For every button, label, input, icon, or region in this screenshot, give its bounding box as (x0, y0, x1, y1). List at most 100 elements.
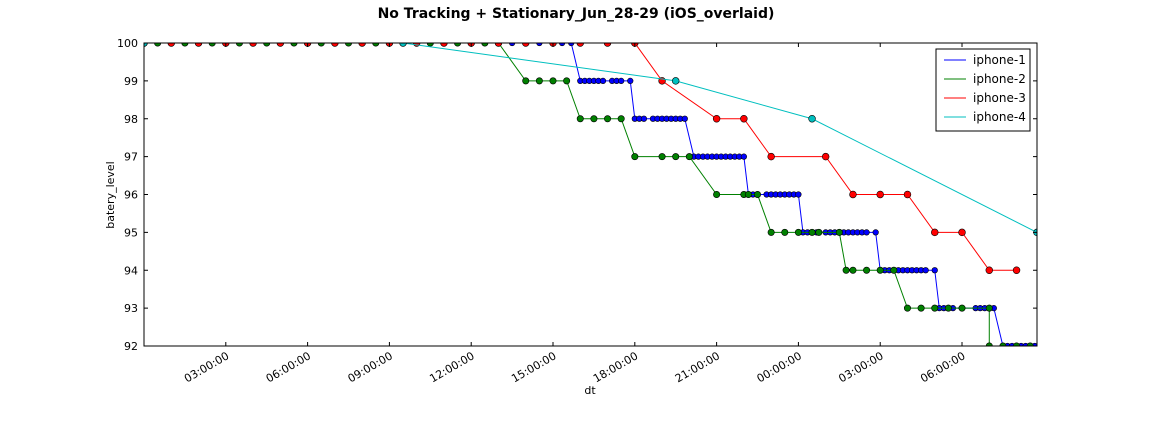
y-tick-label: 97 (124, 151, 138, 164)
y-tick-label: 95 (124, 226, 138, 239)
data-point-iphone-3 (167, 43, 175, 47)
legend-label: iphone-3 (973, 91, 1026, 105)
series-iphone-4 (144, 43, 1037, 237)
data-point-iphone-2 (317, 43, 325, 47)
data-point-iphone-2 (590, 115, 598, 123)
series-line-iphone-4 (144, 43, 1037, 233)
data-point-iphone-2 (958, 304, 966, 312)
y-tick-label: 92 (124, 340, 138, 353)
data-point-iphone-3 (440, 43, 448, 47)
chart-title: No Tracking + Stationary_Jun_28-29 (iOS_… (377, 6, 775, 22)
x-tick-label: 03:00:00 (182, 349, 231, 385)
data-point-iphone-2 (235, 43, 243, 47)
data-point-iphone-2 (713, 191, 721, 199)
data-point-iphone-3 (767, 152, 775, 161)
data-point-iphone-3 (331, 43, 339, 47)
data-point-iphone-2 (903, 304, 911, 312)
data-point-iphone-2 (481, 43, 489, 47)
legend-label: iphone-1 (973, 53, 1026, 67)
data-point-iphone-4 (672, 77, 680, 85)
y-tick-label: 99 (124, 75, 138, 88)
data-point-iphone-2 (454, 43, 462, 47)
data-point-iphone-2 (617, 115, 625, 123)
data-point-iphone-2 (890, 266, 898, 274)
data-point-iphone-3 (849, 190, 857, 199)
x-tick-label: 12:00:00 (427, 349, 476, 385)
data-point-iphone-3 (985, 266, 993, 274)
data-point-iphone-3 (249, 43, 257, 47)
data-point-iphone-2 (672, 153, 680, 161)
data-point-iphone-1 (618, 77, 625, 84)
data-point-iphone-2 (535, 77, 543, 85)
data-point-iphone-2 (876, 266, 884, 274)
data-point-iphone-2 (754, 191, 762, 199)
y-axis-label: batery_level (104, 161, 117, 229)
y-tick-label: 98 (124, 113, 138, 126)
data-point-iphone-2 (794, 228, 802, 236)
series-iphone-3 (144, 43, 1021, 274)
data-point-iphone-1 (872, 229, 879, 236)
x-tick-label: 21:00:00 (673, 349, 722, 385)
data-point-iphone-3 (276, 43, 285, 47)
data-point-iphone-2 (154, 43, 162, 47)
data-point-iphone-2 (863, 266, 871, 274)
y-tick-label: 93 (124, 302, 138, 315)
data-point-iphone-1 (795, 191, 802, 198)
data-point-iphone-2 (767, 228, 775, 236)
data-point-iphone-3 (494, 43, 503, 47)
data-point-iphone-2 (808, 228, 816, 236)
data-point-iphone-3 (740, 115, 748, 123)
data-point-iphone-2 (744, 191, 752, 199)
x-tick-label: 06:00:00 (264, 349, 313, 385)
data-point-iphone-2 (290, 43, 298, 47)
data-point-iphone-2 (985, 304, 993, 312)
x-tick-label: 15:00:00 (509, 349, 558, 385)
y-tick-label: 96 (124, 189, 138, 202)
data-point-iphone-3 (194, 43, 203, 47)
legend-label: iphone-4 (973, 110, 1026, 124)
x-tick-label: 03:00:00 (836, 349, 885, 385)
data-point-iphone-1 (640, 115, 648, 122)
legend-label: iphone-2 (973, 72, 1026, 86)
data-point-iphone-1 (922, 267, 929, 274)
x-tick-label: 09:00:00 (346, 349, 395, 385)
data-point-iphone-2 (658, 153, 666, 161)
x-tick-label: 06:00:00 (918, 349, 967, 385)
data-point-iphone-1 (627, 77, 634, 84)
data-point-iphone-3 (903, 190, 912, 199)
data-point-iphone-2 (576, 115, 584, 123)
data-point-iphone-1 (740, 153, 747, 160)
x-axis-label: dt (584, 384, 596, 397)
y-axis: 92 93 94 95 96 97 98 99 100 (117, 37, 1037, 353)
data-point-iphone-3 (712, 115, 721, 123)
data-point-iphone-3 (1012, 266, 1021, 274)
data-point-iphone-2 (263, 43, 271, 47)
data-point-iphone-2 (345, 43, 352, 47)
data-point-iphone-2 (549, 77, 557, 85)
x-axis: 03:00:00 06:00:00 09:00:00 12:00:00 15:00:00… (182, 43, 968, 385)
data-point-iphone-2 (208, 43, 216, 47)
data-point-iphone-2 (842, 266, 850, 274)
data-point-iphone-2 (631, 153, 639, 161)
y-tick-label: 100 (117, 37, 138, 50)
data-point-iphone-2 (781, 228, 789, 236)
data-point-iphone-2 (849, 266, 857, 274)
data-point-iphone-2 (931, 304, 939, 312)
data-point-iphone-2 (522, 77, 530, 85)
data-point-iphone-3 (931, 228, 939, 237)
data-point-iphone-2 (563, 77, 571, 85)
data-point-iphone-2 (604, 115, 612, 123)
data-point-iphone-3 (958, 228, 966, 237)
data-point-iphone-1 (931, 267, 938, 274)
data-point-iphone-4 (808, 115, 816, 123)
data-point-iphone-2 (815, 228, 823, 236)
data-point-iphone-3 (576, 43, 584, 47)
data-point-iphone-4 (399, 43, 407, 47)
series-line-iphone-2 (144, 43, 1031, 346)
data-point-iphone-1 (681, 115, 688, 122)
data-point-iphone-2 (917, 304, 925, 312)
data-point-iphone-2 (685, 153, 693, 161)
series-layer (144, 43, 1037, 346)
data-point-iphone-2 (835, 228, 843, 236)
